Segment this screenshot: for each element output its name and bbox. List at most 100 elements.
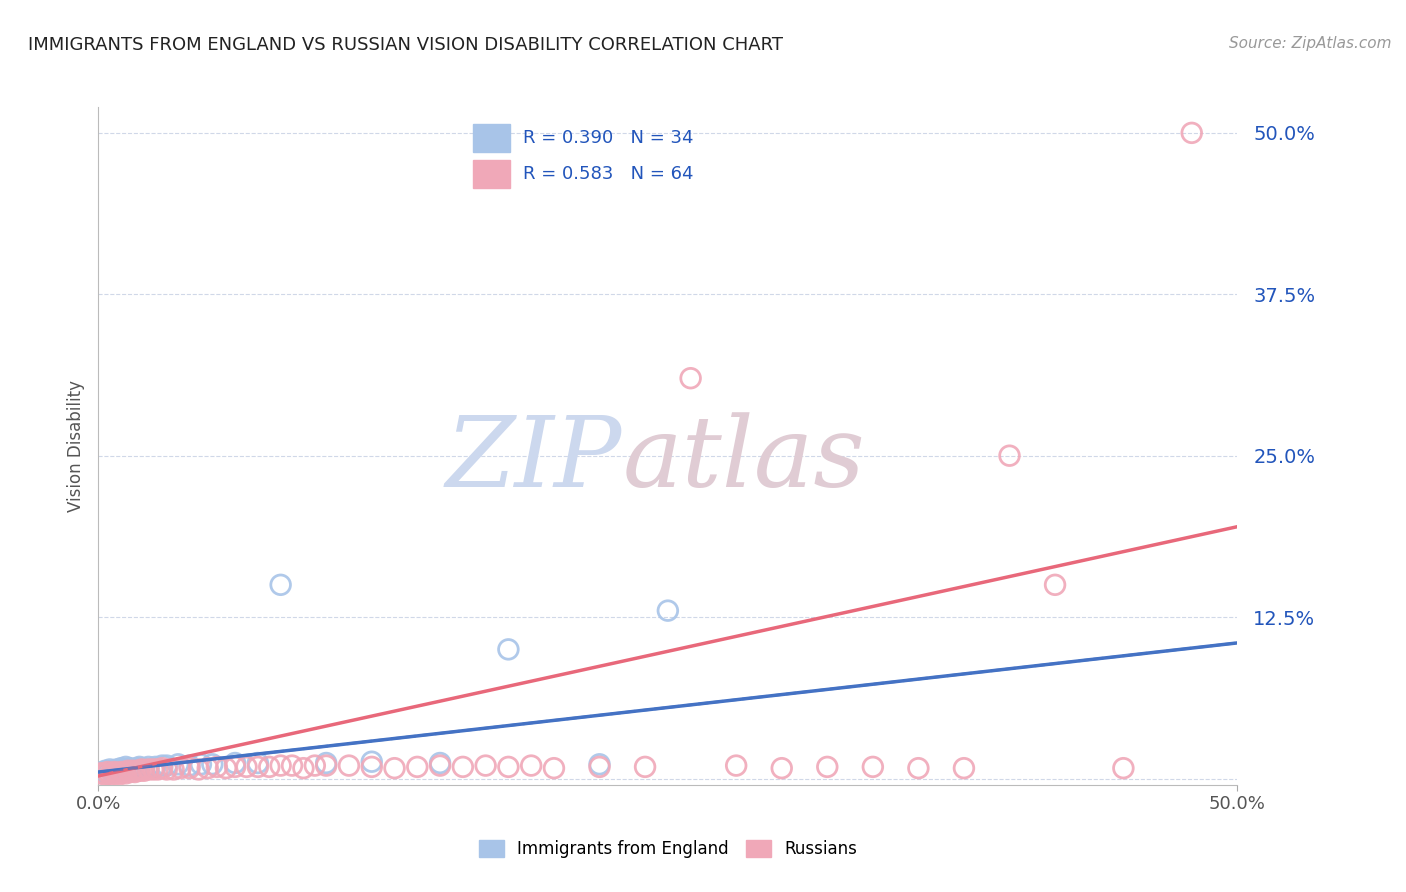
Point [1043,578,1066,592]
Point [128,760,150,774]
Point [179,761,201,775]
Point [103,764,125,778]
Point [270,758,292,772]
Point [337,758,360,772]
Point [167,757,190,772]
Point [114,766,136,780]
Point [998,449,1021,463]
Point [132,764,155,778]
Point [105,766,128,780]
Point [108,764,131,778]
Point [304,758,326,772]
Point [205,760,228,774]
Point [131,763,153,777]
Point [451,760,474,774]
Point [281,758,304,772]
Point [132,761,155,775]
Point [588,760,610,774]
Point [406,760,429,774]
Point [246,756,269,770]
Point [224,760,246,774]
Point [657,604,679,618]
Point [120,765,142,780]
Point [146,763,169,777]
Point [138,760,160,774]
Point [179,758,201,772]
Point [725,758,748,772]
Text: atlas: atlas [623,412,865,508]
Point [101,765,124,780]
Point [124,765,146,780]
Text: R = 0.583   N = 64: R = 0.583 N = 64 [523,165,693,183]
Point [110,761,132,775]
FancyBboxPatch shape [474,124,510,152]
Point [292,761,315,775]
Text: R = 0.390   N = 34: R = 0.390 N = 34 [523,129,693,147]
Point [120,761,142,775]
Point [634,760,657,774]
Point [315,756,337,770]
Point [162,763,184,777]
Point [862,760,884,774]
Point [520,758,543,772]
Legend: Immigrants from England, Russians: Immigrants from England, Russians [472,833,863,864]
Point [169,761,191,775]
Point [474,758,496,772]
Point [121,764,143,778]
Point [94,764,117,778]
Point [142,763,165,777]
Point [121,763,143,777]
Point [201,757,224,772]
Point [907,761,929,775]
Point [112,765,135,780]
Point [270,578,292,592]
Point [156,763,179,777]
Point [190,757,212,772]
Point [770,761,793,775]
Point [953,761,976,775]
Point [150,761,173,775]
Point [91,765,114,780]
Point [150,758,173,772]
Point [543,761,565,775]
Point [128,764,150,778]
Point [498,760,520,774]
Point [103,765,125,780]
Point [215,761,238,775]
FancyBboxPatch shape [474,161,510,188]
Point [91,766,114,780]
Point [117,763,139,777]
Point [187,763,209,777]
Point [246,760,269,774]
Point [384,761,406,775]
Point [117,764,139,778]
Y-axis label: Vision Disability: Vision Disability [66,380,84,512]
Point [127,761,149,775]
Point [156,758,179,772]
Text: IMMIGRANTS FROM ENGLAND VS RUSSIAN VISION DISABILITY CORRELATION CHART: IMMIGRANTS FROM ENGLAND VS RUSSIAN VISIO… [28,36,783,54]
Text: ZIP: ZIP [446,412,623,508]
Point [360,755,382,769]
Point [197,761,219,775]
Point [429,756,451,770]
Point [138,763,160,777]
Point [108,767,131,781]
Point [90,766,112,780]
Point [224,756,246,770]
Point [96,765,118,780]
Point [110,765,132,780]
Point [98,767,121,781]
Point [114,760,136,774]
Point [105,763,128,777]
Point [498,642,520,657]
Point [315,758,337,772]
Point [679,371,702,385]
Point [360,760,382,774]
Point [127,764,149,778]
Point [101,766,124,780]
Point [588,757,610,772]
Point [1181,126,1204,140]
Point [815,760,838,774]
Point [259,760,281,774]
Point [235,760,257,774]
